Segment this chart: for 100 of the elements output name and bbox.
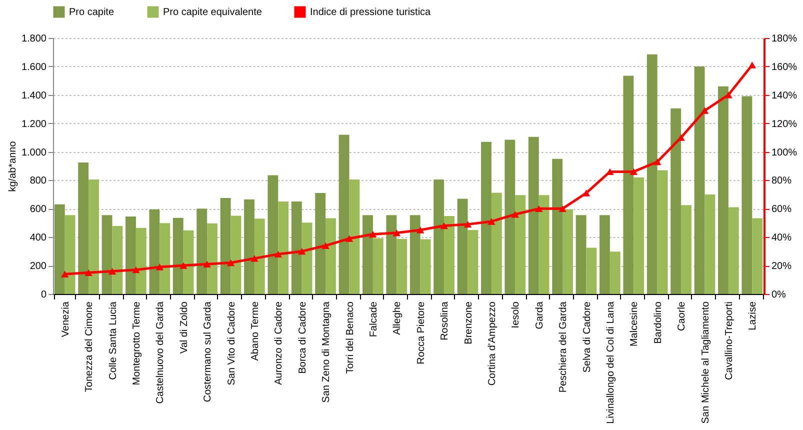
bar [207,223,218,294]
bar [444,216,454,294]
bar [78,162,89,294]
bar [515,195,526,294]
legend-label: Pro capite equivalente [163,7,262,18]
point [179,262,188,269]
x-tick-label: San Vito di Cadore [226,301,238,386]
point [298,248,306,255]
point [700,107,709,114]
bar [254,218,265,294]
point [203,260,211,268]
y-tick-label: 1.000 [21,147,47,158]
x-tick-label: Cavallino-Treporti [724,302,735,380]
bar [657,170,668,294]
point [392,229,401,236]
y-tick-label: 0 [40,290,47,300]
bar [196,208,208,294]
y2-tick-label: 80% [772,176,792,187]
bar [742,96,752,294]
x-tick-label: Alleghe [392,301,404,335]
legend-label: Pro capite [69,7,114,18]
x-tick-label: Colle Santa Lucia [108,301,119,380]
bar [457,198,468,294]
x-tick-label: Garda [534,301,546,330]
bar [349,180,360,294]
point [464,220,472,228]
y2-tick-label: 180% [772,34,798,44]
y2-tick-label: 120% [772,118,798,130]
y2-tick-label: 40% [772,232,792,244]
bar [396,238,408,294]
bar [230,216,242,294]
bar [538,195,550,294]
y-tick-label: 200 [30,261,47,272]
y-tick-label: 400 [30,232,47,244]
point [156,264,164,270]
point [582,190,590,196]
bar [420,239,431,294]
bar [326,218,336,294]
point [226,259,235,266]
y2-tick-label: 60% [772,204,792,216]
bar [372,238,384,294]
y-tick-label: 1.200 [21,118,47,130]
bar [88,180,99,294]
bar [718,86,728,294]
bar [126,216,136,294]
x-tick-label: Brenzone [463,301,474,344]
y2-tick-label: 100% [772,147,798,158]
bar [562,209,573,294]
point [84,269,92,276]
bar [504,140,516,294]
bar [315,193,326,294]
point [724,92,732,98]
x-tick-label: Abano Terme [250,301,261,361]
bar [528,136,539,294]
x-tick-label: Rosolina [440,301,451,340]
point [653,158,662,166]
bar [172,218,184,294]
x-tick-label: Cortina d'Ampezzo [486,301,498,386]
x-tick-label: Selva di Cadore [582,301,593,373]
point [345,235,354,242]
bar [410,215,420,294]
x-tick-label: Val di Zoldo [178,301,190,354]
bar [552,158,563,294]
point [630,168,638,176]
point [488,218,496,225]
point [132,266,140,274]
bar [600,215,610,294]
legend-label: Indice di pressione turistica [310,7,432,18]
bar [434,180,444,294]
x-tick-label: Rocca Pietore [416,301,427,364]
x-tick-label: San Zeno di Montagna [321,301,332,403]
x-tick-label: Venezia [60,301,72,338]
point [558,205,566,212]
x-tick-label: Torri del Benaco [344,301,356,374]
point [440,222,448,230]
bar [54,204,65,294]
point [369,230,377,238]
x-tick-label: Falcade [368,301,380,338]
bar [623,76,634,294]
bar [634,177,644,294]
x-tick-label: Castelnuovo del Garda [155,301,166,404]
x-tick-label: Auronzo di Cadore [274,301,285,385]
x-tick-label: Malcesine [629,301,640,347]
bar [278,202,289,294]
bar [160,223,170,294]
y-tick-label: 800 [30,176,47,187]
y-tick-label: 600 [30,204,47,216]
bar [64,215,76,294]
point [416,226,424,234]
bar [102,215,112,294]
x-tick-label: Bardolino [652,301,664,344]
bar [362,215,373,294]
bar [681,205,692,294]
x-tick-label: Caorle [676,301,688,331]
bar [149,209,160,294]
bar [481,142,492,294]
point [511,211,520,218]
bar [220,198,231,294]
bar [728,207,739,294]
y2-tick-label: 0% [772,290,786,300]
